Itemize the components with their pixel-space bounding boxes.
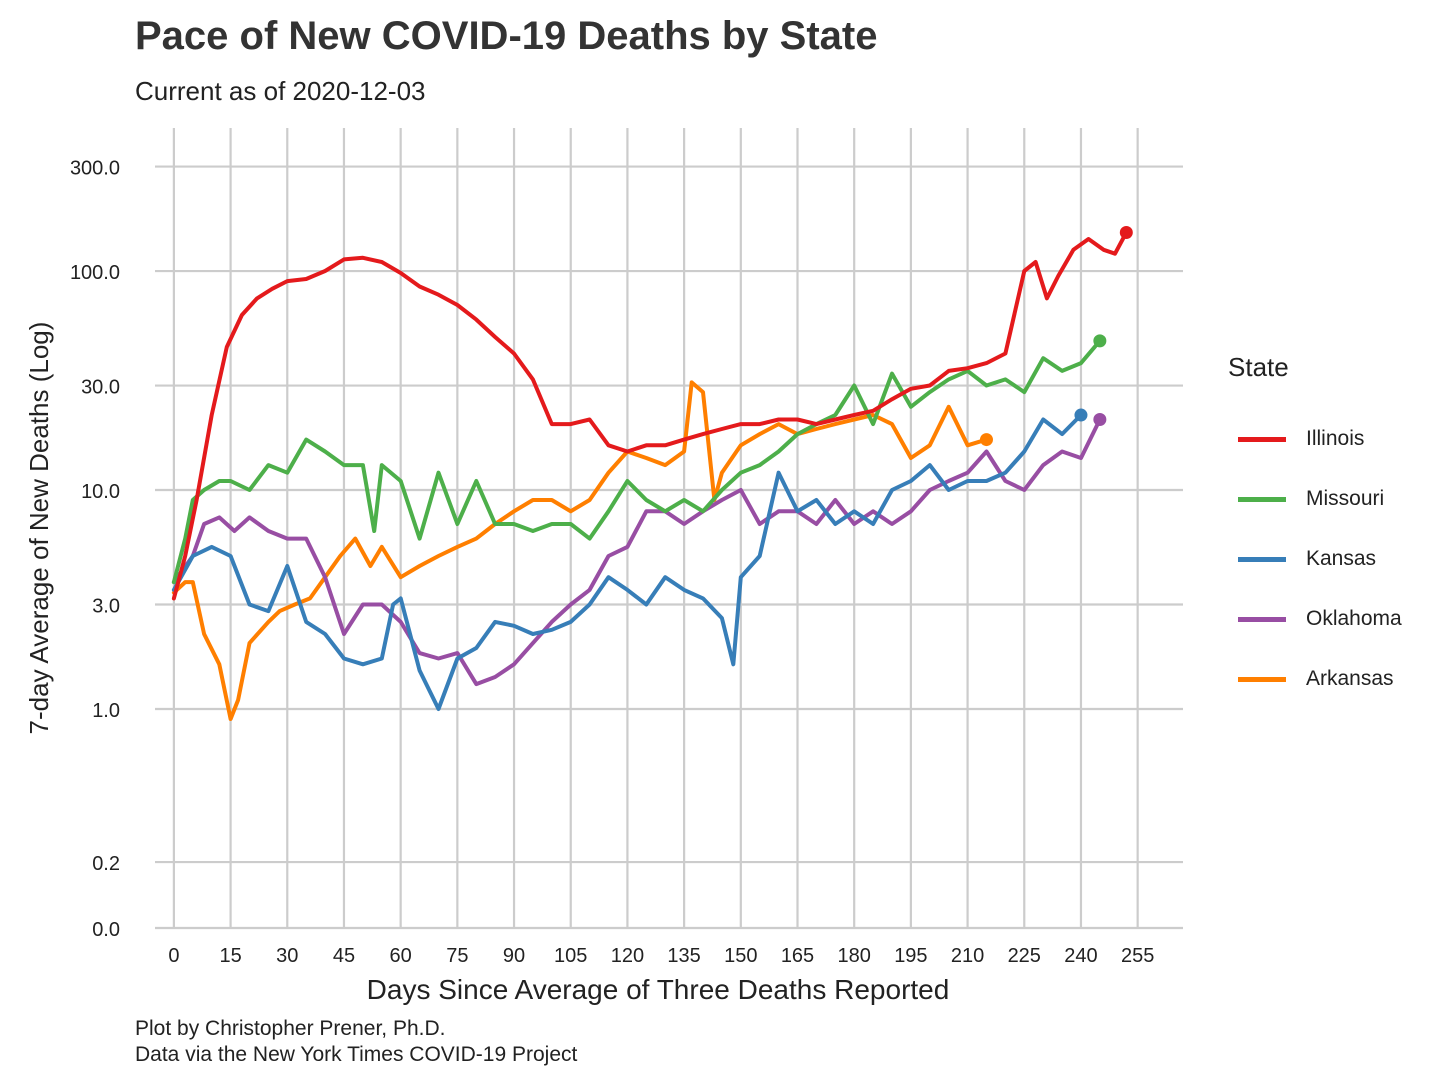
legend-item-kansas: Kansas xyxy=(1228,529,1402,589)
x-tick-label: 150 xyxy=(724,945,757,967)
chart-title: Pace of New COVID-19 Deaths by State xyxy=(135,14,878,58)
y-axis-label: 7-day Average of New Deaths (Log) xyxy=(24,322,54,735)
y-tick-label: 3.0 xyxy=(92,596,120,618)
x-tick-label: 75 xyxy=(446,945,468,967)
x-tick-labels: 0 15 30 45 60 75 90 105 120 135 150 165 180 195 210 225… xyxy=(168,945,1154,967)
legend-label: Missouri xyxy=(1306,487,1385,510)
series-endpoint-kansas xyxy=(1074,408,1088,422)
y-tick-label: 300.0 xyxy=(70,158,120,180)
y-tick-label: 100.0 xyxy=(70,262,120,284)
x-tick-label: 90 xyxy=(503,945,525,967)
legend-swatch xyxy=(1238,676,1286,682)
series-line-oklahoma xyxy=(171,417,1102,687)
x-tick-label: 195 xyxy=(894,945,927,967)
x-tick-label: 0 xyxy=(168,945,179,967)
x-tick-label: 135 xyxy=(667,945,700,967)
series-endpoint-missouri xyxy=(1093,334,1107,348)
caption-line-source: Data via the New York Times COVID-19 Pro… xyxy=(135,1043,578,1066)
legend-swatch xyxy=(1238,616,1286,622)
grid xyxy=(155,128,1183,930)
chart-subtitle: Current as of 2020-12-03 xyxy=(135,76,426,106)
legend-label: Arkansas xyxy=(1306,667,1394,690)
y-tick-label: 30.0 xyxy=(81,377,120,399)
y-tick-label: 0.2 xyxy=(92,853,120,875)
x-tick-label: 210 xyxy=(951,945,984,967)
x-tick-label: 180 xyxy=(838,945,871,967)
legend-swatch xyxy=(1238,496,1286,502)
legend-item-arkansas: Arkansas xyxy=(1228,649,1402,709)
series-line-illinois xyxy=(171,230,1129,601)
legend-item-illinois: Illinois xyxy=(1228,409,1402,469)
x-tick-label: 165 xyxy=(781,945,814,967)
x-tick-label: 105 xyxy=(554,945,587,967)
series-endpoint-oklahoma xyxy=(1093,412,1107,426)
legend-label: Illinois xyxy=(1306,427,1365,450)
legend-label: Oklahoma xyxy=(1306,607,1402,630)
legend-item-missouri: Missouri xyxy=(1228,469,1402,529)
x-tick-label: 240 xyxy=(1064,945,1097,967)
series-lines xyxy=(171,225,1133,721)
caption: Plot by Christopher Prener, Ph.D. Data v… xyxy=(135,1016,577,1068)
y-tick-label: 10.0 xyxy=(81,481,120,503)
y-tick-label: 1.0 xyxy=(92,700,120,722)
legend-swatch xyxy=(1238,436,1286,442)
legend-label: Kansas xyxy=(1306,547,1377,570)
legend-title: State xyxy=(1228,352,1289,382)
x-tick-label: 255 xyxy=(1121,945,1154,967)
x-tick-label: 225 xyxy=(1008,945,1041,967)
series-endpoint-illinois xyxy=(1119,225,1133,239)
y-tick-labels: 0.0 0.2 1.0 3.0 10.0 30.0 100.0 300.0 xyxy=(70,158,120,941)
x-axis-label: Days Since Average of Three Deaths Repor… xyxy=(367,974,950,1005)
legend-item-oklahoma: Oklahoma xyxy=(1228,589,1402,649)
legend: State Illinois Missouri Kansas Oklahoma … xyxy=(1228,352,1402,709)
x-tick-label: 30 xyxy=(276,945,298,967)
caption-line-author: Plot by Christopher Prener, Ph.D. xyxy=(135,1017,446,1040)
series-line-missouri xyxy=(171,338,1102,585)
series-line-arkansas xyxy=(171,380,989,721)
x-tick-label: 45 xyxy=(333,945,355,967)
y-tick-label: 0.0 xyxy=(92,919,120,941)
legend-swatch xyxy=(1238,556,1286,562)
series-endpoint-arkansas xyxy=(979,433,993,447)
x-tick-label: 120 xyxy=(611,945,644,967)
series-line-kansas xyxy=(171,413,1083,711)
x-tick-label: 15 xyxy=(219,945,241,967)
x-tick-label: 60 xyxy=(390,945,412,967)
